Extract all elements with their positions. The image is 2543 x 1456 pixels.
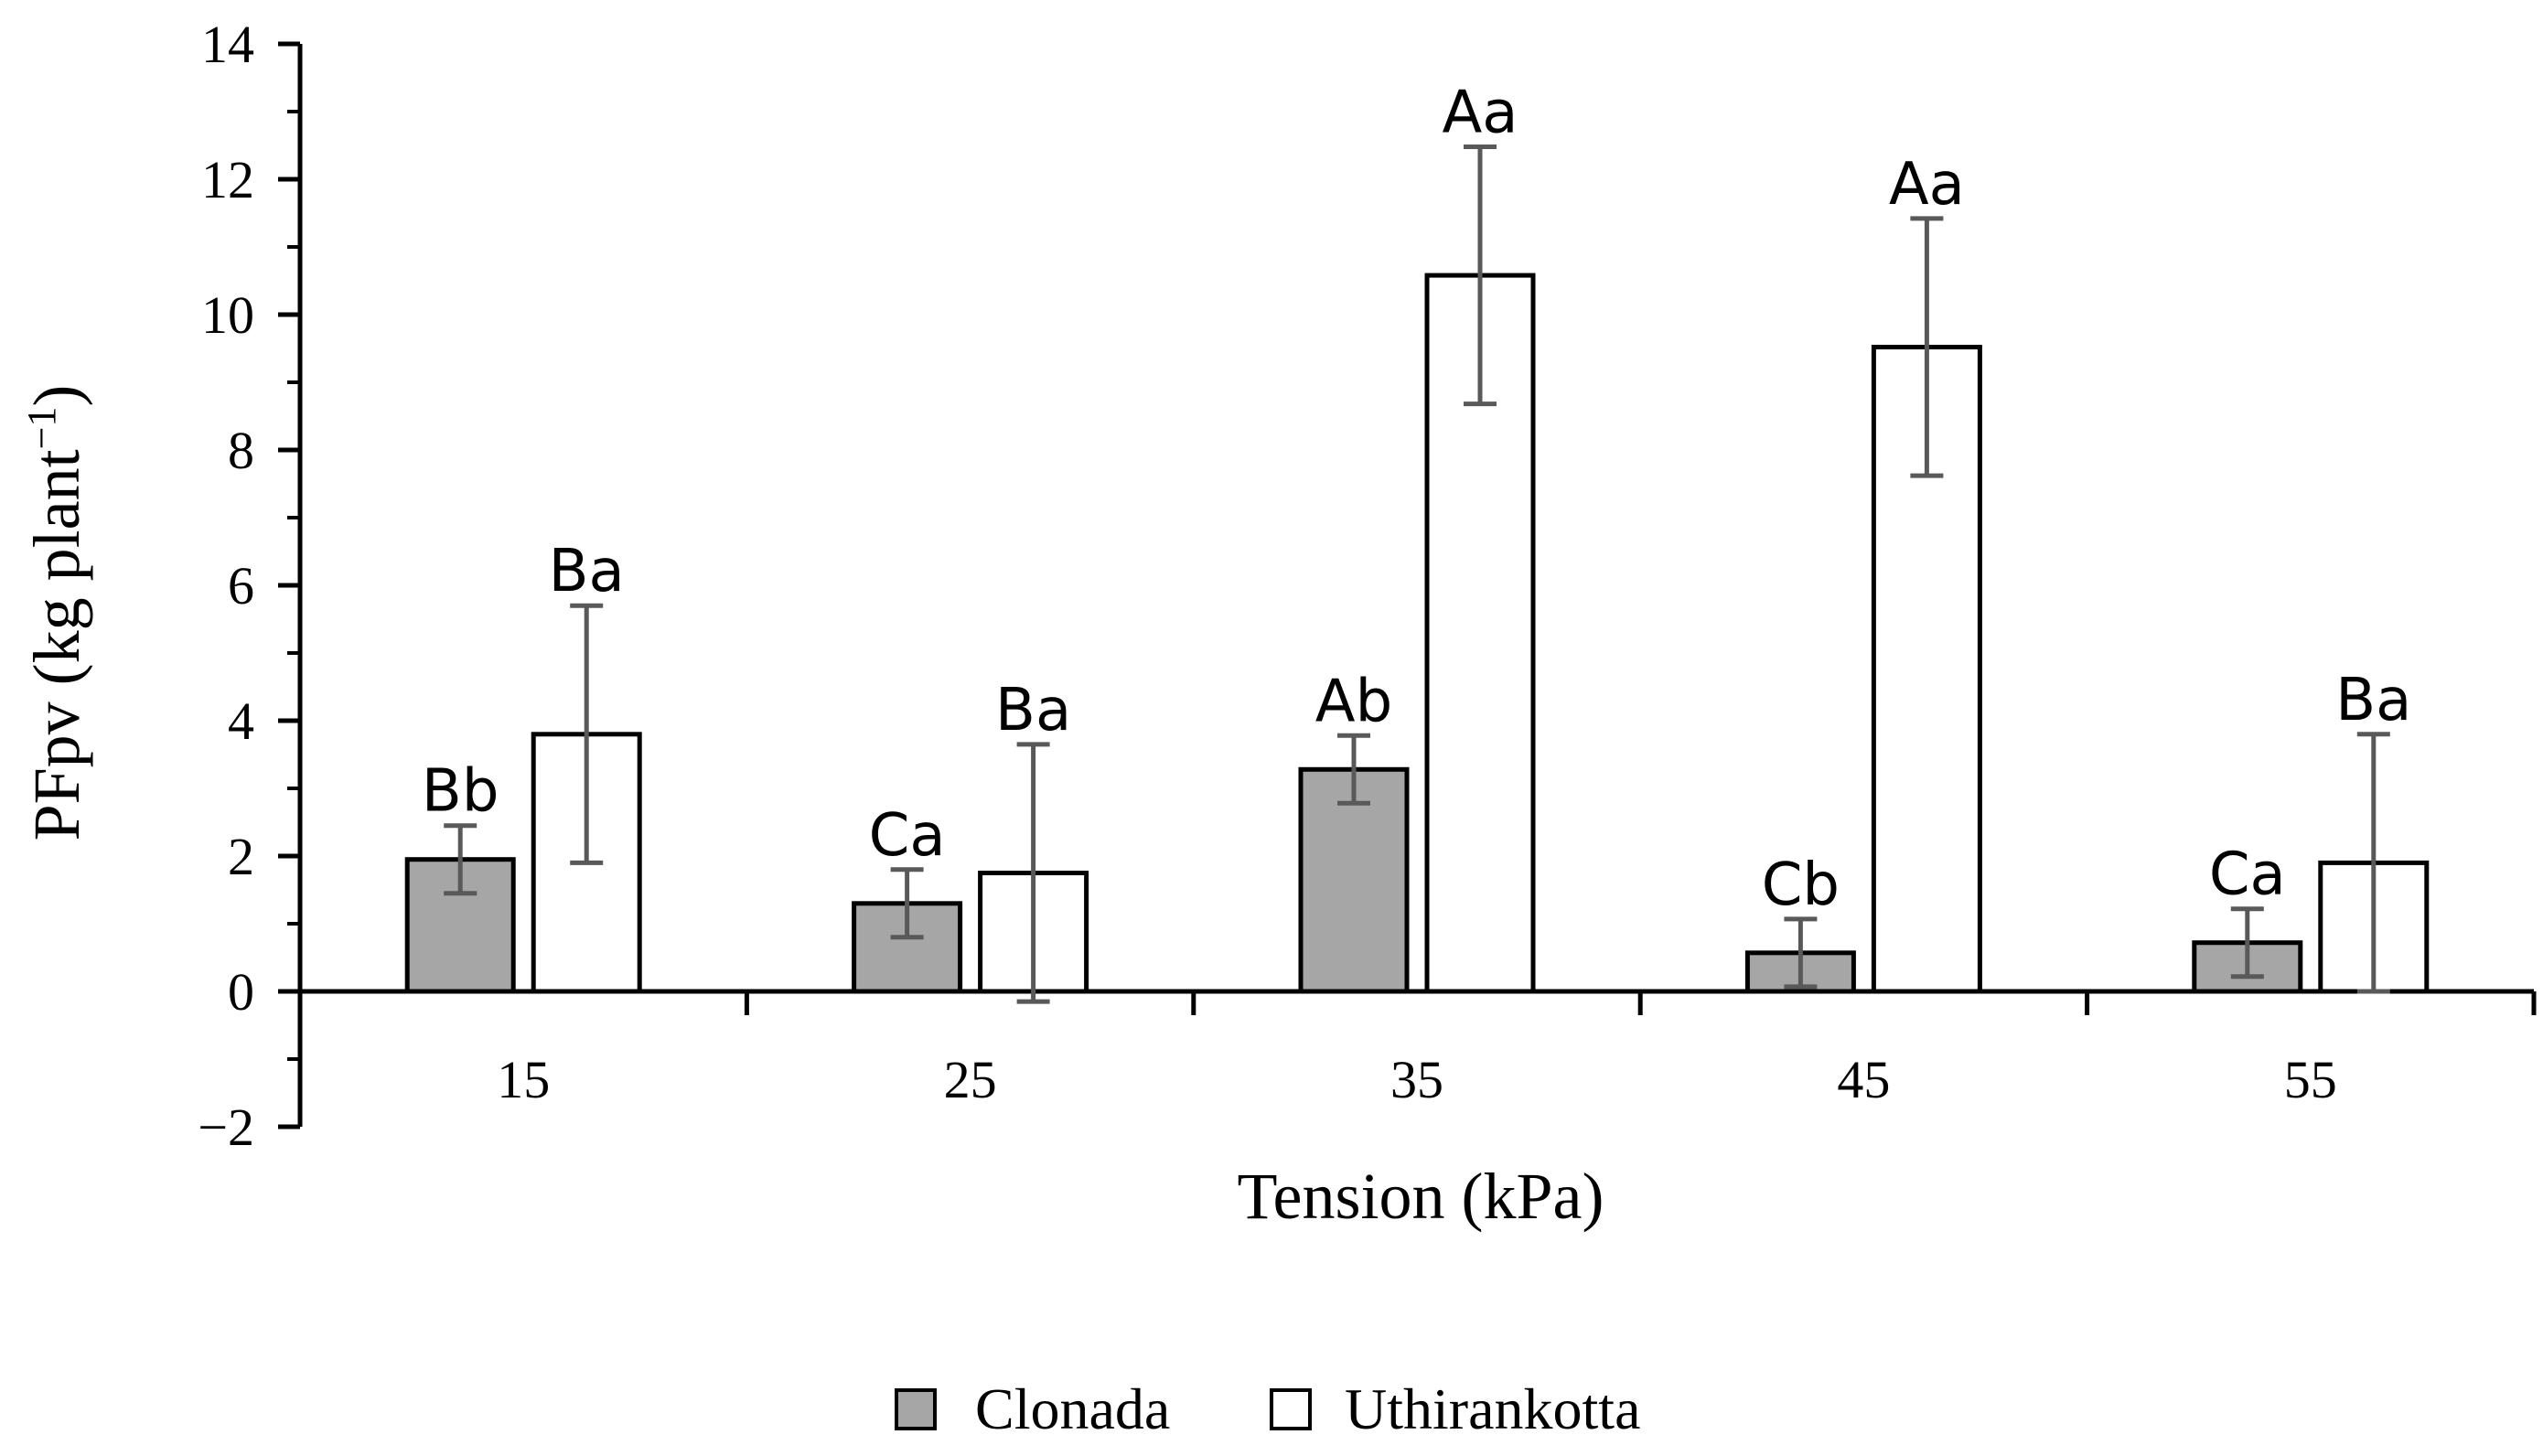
axes-layer bbox=[278, 41, 2537, 1129]
y-tick-label: 14 bbox=[201, 15, 254, 74]
significance-label: Bb bbox=[422, 758, 499, 826]
x-axis-title: Tension (kPa) bbox=[1238, 1160, 1604, 1233]
significance-label: Ca bbox=[2209, 841, 2286, 909]
y-axis-title: PFpv (kg plant−1) bbox=[19, 385, 93, 841]
y-tick-label: 0 bbox=[228, 962, 254, 1022]
y-tick-label: 6 bbox=[228, 556, 254, 616]
significance-label: Ca bbox=[869, 802, 946, 870]
y-tick-label: 8 bbox=[228, 421, 254, 480]
significance-label: Ba bbox=[2335, 667, 2411, 734]
significance-label: Ba bbox=[995, 677, 1071, 744]
legend-label-uthirankotta: Uthirankotta bbox=[1345, 1376, 1640, 1441]
tick-labels-layer: −2 0 2 4 6 8 10 12 14 15 25 35 45 55 bbox=[198, 15, 2337, 1157]
error-bars-layer bbox=[444, 144, 2390, 1004]
x-tick-label: 25 bbox=[944, 1050, 997, 1109]
x-tick-label: 55 bbox=[2284, 1050, 2337, 1109]
significance-labels-layer: Bb Ba Ca Ba Ab Aa Cb Aa Ca Ba bbox=[422, 79, 2411, 918]
y-axis-title-close: ) bbox=[20, 385, 93, 407]
significance-label: Ab bbox=[1315, 668, 1392, 735]
significance-label: Cb bbox=[1762, 851, 1840, 919]
y-tick-label: 12 bbox=[201, 150, 254, 209]
x-tick-label: 35 bbox=[1390, 1050, 1443, 1109]
y-tick-label: 10 bbox=[201, 285, 254, 345]
legend-label-clonada: Clonada bbox=[975, 1376, 1170, 1441]
x-tick-label: 45 bbox=[1837, 1050, 1890, 1109]
legend-swatch-uthirankotta bbox=[1270, 1388, 1312, 1430]
y-axis-title-superscript: −1 bbox=[19, 407, 64, 450]
bar-clonada-35 bbox=[1298, 766, 1410, 994]
legend: Clonada Uthirankotta bbox=[895, 1376, 1640, 1441]
significance-label: Aa bbox=[1443, 79, 1518, 146]
significance-label: Ba bbox=[549, 538, 625, 605]
y-tick-label: −2 bbox=[198, 1097, 254, 1157]
significance-label: Aa bbox=[1889, 151, 1965, 219]
x-tick-label: 15 bbox=[497, 1050, 550, 1109]
bars-layer bbox=[404, 273, 2430, 994]
y-tick-label: 4 bbox=[228, 691, 254, 751]
legend-swatch-clonada bbox=[895, 1388, 937, 1430]
y-axis-title-main: PFpv (kg plant bbox=[20, 449, 93, 840]
y-tick-label: 2 bbox=[228, 827, 254, 886]
